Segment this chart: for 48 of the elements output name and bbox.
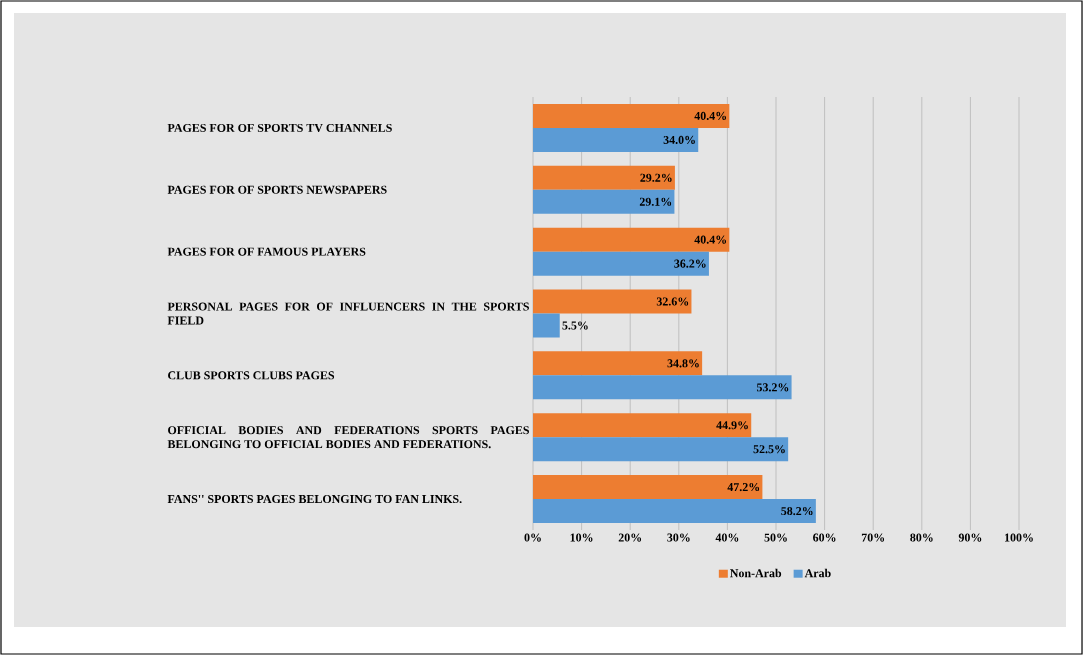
data-label: 29.1% bbox=[639, 197, 672, 206]
y-tick-label: OFFICIAL BODIES AND FEDERATIONS SPORTS PAGES BELONGING TO OFFICIAL BODIES AND FEDERATIONS. bbox=[167, 426, 529, 449]
x-tick-label: 10% bbox=[570, 533, 593, 542]
y-tick-label: PAGES FOR OF FAMOUS PLAYERS bbox=[167, 247, 366, 256]
bar bbox=[533, 189, 675, 214]
bar bbox=[533, 227, 730, 252]
bar bbox=[533, 475, 763, 500]
x-tick-label: 0% bbox=[524, 533, 541, 542]
x-tick-label: 100% bbox=[1005, 533, 1033, 542]
bar bbox=[533, 127, 699, 152]
data-label: 52.5% bbox=[753, 445, 785, 454]
y-tick-label: FANS'' SPORTS PAGES BELONGING TO FAN LINKS. bbox=[167, 495, 462, 504]
y-tick-label: PAGES FOR OF SPORTS NEWSPAPERS bbox=[167, 185, 387, 194]
y-tick-label: CLUB SPORTS CLUBS PAGES bbox=[168, 371, 335, 380]
x-tick-label: 60% bbox=[813, 533, 836, 542]
bar bbox=[533, 103, 730, 128]
bar bbox=[533, 313, 560, 338]
data-label: 40.4% bbox=[694, 111, 727, 120]
data-label: 32.6% bbox=[656, 297, 689, 306]
x-tick-label: 70% bbox=[861, 533, 885, 542]
bar bbox=[533, 351, 703, 376]
data-label: 29.2% bbox=[640, 173, 672, 182]
x-tick-label: 20% bbox=[618, 533, 642, 542]
legend-label: Non-Arab bbox=[730, 568, 782, 578]
y-tick-label: PERSONAL PAGES FOR OF INFLUENCERS IN THE SPORTS FIELD bbox=[167, 302, 529, 325]
data-label: 36.2% bbox=[674, 259, 706, 268]
bar bbox=[533, 437, 789, 462]
data-label: 34.0% bbox=[663, 135, 695, 144]
x-tick-label: 40% bbox=[715, 533, 739, 542]
data-label: 34.8% bbox=[667, 359, 699, 368]
bar bbox=[533, 165, 675, 190]
x-tick-label: 80% bbox=[910, 533, 933, 542]
bar bbox=[533, 289, 692, 314]
data-label: 58.2% bbox=[781, 507, 813, 516]
bar bbox=[533, 251, 709, 276]
x-tick-label: 90% bbox=[958, 533, 982, 542]
legend-label: Arab bbox=[804, 568, 831, 578]
bar bbox=[533, 375, 792, 400]
data-label: 44.9% bbox=[716, 421, 748, 430]
data-label: 40.4% bbox=[694, 235, 727, 244]
x-tick-label: 50% bbox=[764, 533, 787, 542]
x-tick-label: 30% bbox=[667, 533, 690, 542]
data-label: 47.2% bbox=[727, 483, 760, 492]
bar bbox=[533, 499, 816, 524]
data-label: 5.5% bbox=[562, 321, 588, 330]
data-label: 53.2% bbox=[756, 383, 789, 392]
y-tick-label: PAGES FOR OF SPORTS TV CHANNELS bbox=[167, 123, 392, 132]
bar bbox=[533, 413, 752, 438]
